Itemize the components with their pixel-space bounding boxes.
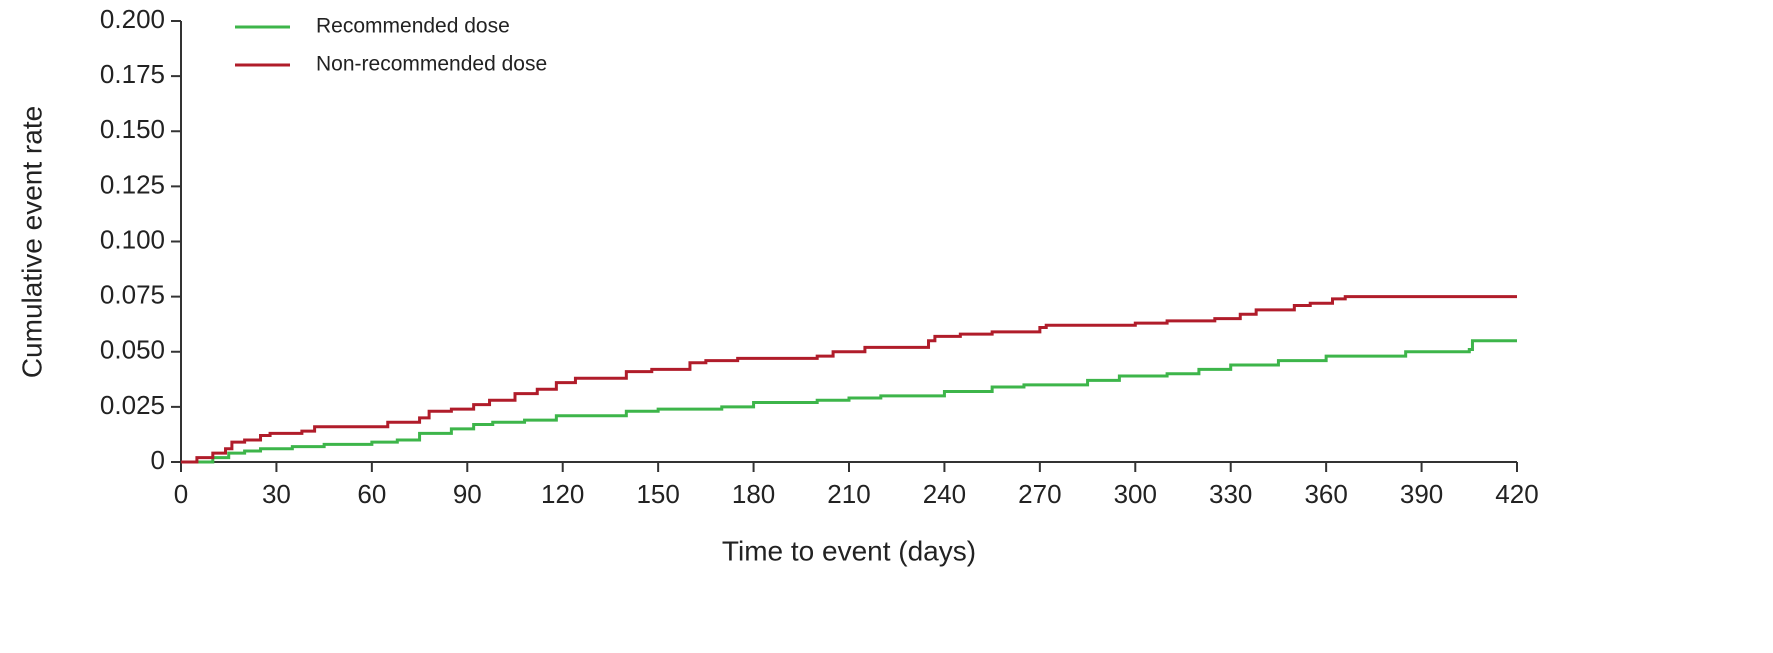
x-tick-label: 180 <box>732 479 775 509</box>
x-tick-label: 390 <box>1400 479 1443 509</box>
x-tick-label: 0 <box>174 479 188 509</box>
x-tick-label: 270 <box>1018 479 1061 509</box>
x-tick-label: 420 <box>1495 479 1538 509</box>
legend-label: Non-recommended dose <box>316 53 547 76</box>
y-tick-label: 0.025 <box>100 390 165 420</box>
x-tick-label: 300 <box>1114 479 1157 509</box>
x-tick-label: 60 <box>357 479 386 509</box>
x-tick-label: 240 <box>923 479 966 509</box>
y-tick-label: 0.050 <box>100 335 165 365</box>
x-axis-title: Time to event (days) <box>722 535 976 566</box>
y-tick-label: 0.100 <box>100 224 165 254</box>
y-tick-label: 0.150 <box>100 114 165 144</box>
y-tick-label: 0.075 <box>100 280 165 310</box>
x-tick-label: 120 <box>541 479 584 509</box>
x-tick-label: 360 <box>1304 479 1347 509</box>
y-axis-title: Cumulative event rate <box>16 106 47 378</box>
y-tick-label: 0.200 <box>100 4 165 34</box>
y-tick-label: 0 <box>151 445 165 475</box>
x-tick-label: 210 <box>827 479 870 509</box>
x-tick-label: 330 <box>1209 479 1252 509</box>
y-tick-label: 0.175 <box>100 59 165 89</box>
legend-label: Recommended dose <box>316 15 510 38</box>
x-tick-label: 90 <box>453 479 482 509</box>
x-tick-label: 150 <box>636 479 679 509</box>
x-tick-label: 30 <box>262 479 291 509</box>
series-line <box>181 295 1517 464</box>
y-tick-label: 0.125 <box>100 169 165 199</box>
series-line <box>181 339 1517 464</box>
